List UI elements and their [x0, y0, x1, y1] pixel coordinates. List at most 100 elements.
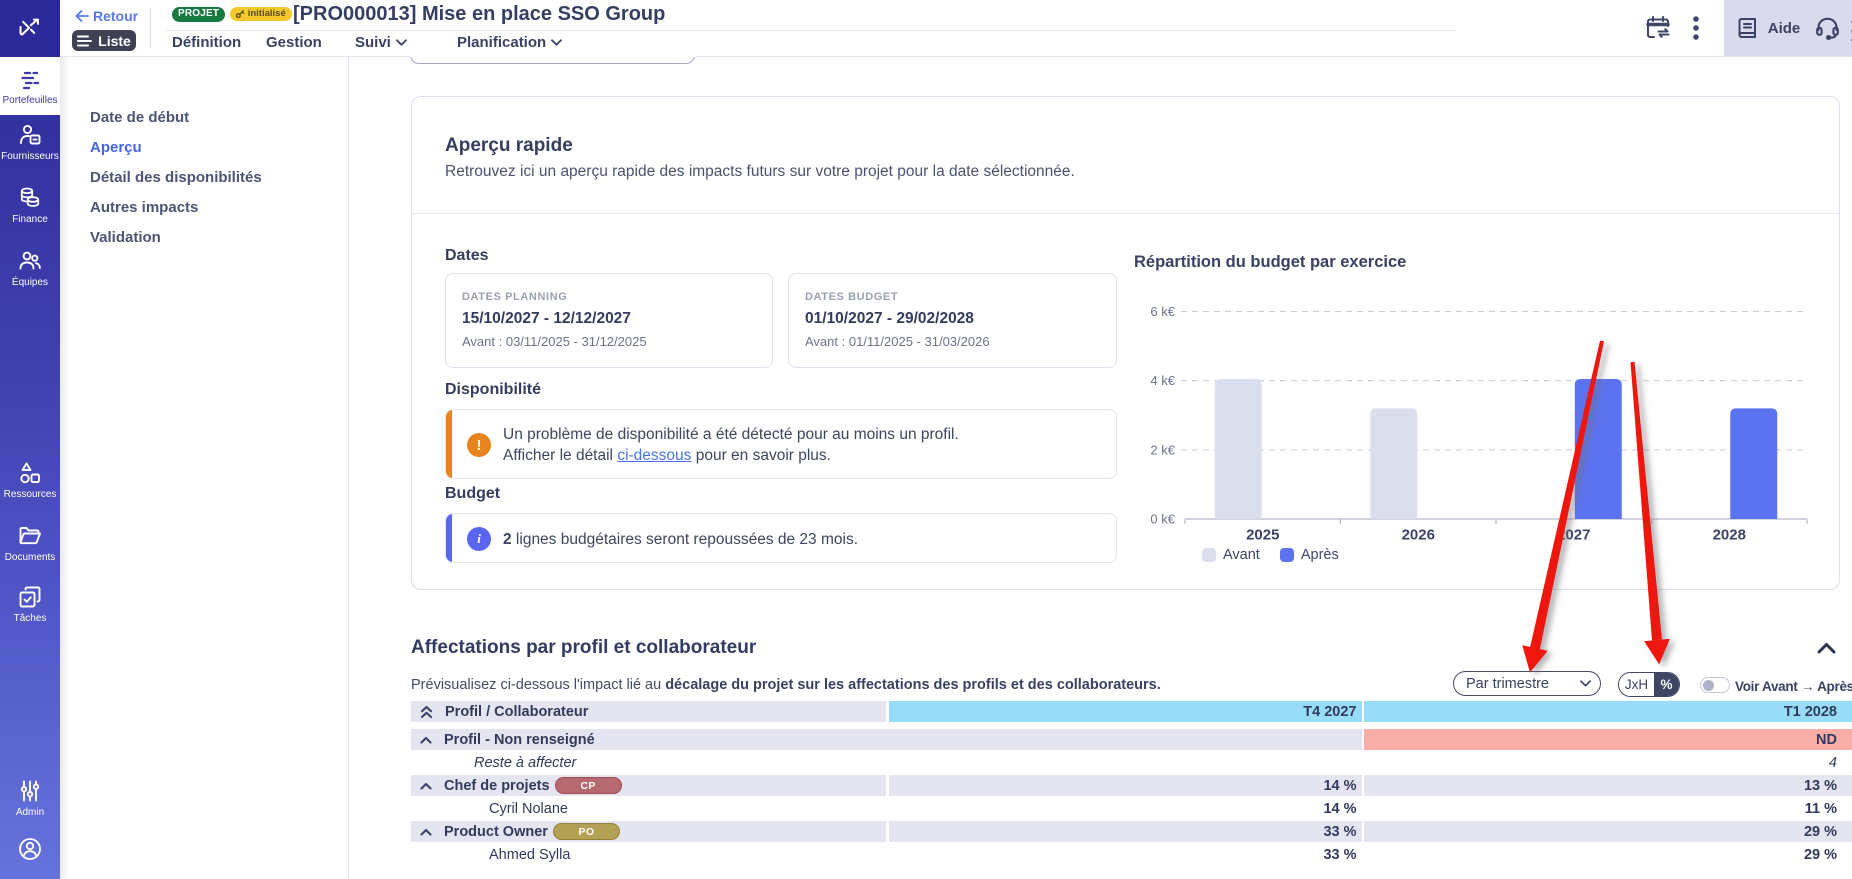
availability-alert: ! Un problème de disponibilité a été dét…	[445, 409, 1117, 479]
legend-item-apres: Après	[1279, 547, 1339, 563]
table-row-profil-non-renseigne: Profil - Non renseigné ND	[411, 729, 1852, 750]
person-cell: Ahmed Sylla	[489, 846, 571, 863]
tab-planification[interactable]: Planification	[457, 34, 563, 51]
sidebar-item-label: Tâches	[13, 613, 47, 624]
table-row-product-owner: Product Owner PO 33 % 29 %	[411, 821, 1852, 842]
svg-text:2027: 2027	[1557, 527, 1590, 544]
arrow-left-icon	[75, 10, 89, 22]
subnav-item-detail-disponibilites[interactable]: Détail des disponibilités	[90, 169, 262, 186]
sidebar-item-finance[interactable]: Finance	[0, 185, 60, 225]
subnav-item-autres-impacts[interactable]: Autres impacts	[90, 199, 199, 216]
table-row-ahmed-sylla: Ahmed Sylla 33 % 29 %	[411, 844, 1852, 865]
more-options-button[interactable]	[1692, 14, 1700, 49]
app-logo[interactable]	[0, 0, 60, 57]
switch-label: Voir Avant → Après	[1735, 678, 1852, 694]
value-cell: 4	[1828, 754, 1837, 771]
subnav-item-date-de-debut[interactable]: Date de début	[90, 109, 190, 126]
svg-text:2 k€: 2 k€	[1150, 442, 1175, 457]
key-icon	[236, 10, 245, 19]
profile-badge-cp: CP	[554, 777, 622, 794]
table-row-cyril-nolane: Cyril Nolane 14 % 11 %	[411, 798, 1852, 819]
unit-option-jxh[interactable]: JxH	[1619, 673, 1654, 696]
period-select[interactable]: Par trimestre	[1453, 671, 1601, 696]
chevron-up-icon[interactable]	[420, 828, 432, 836]
value-cell: 13 %	[1364, 775, 1852, 796]
dates-budget-before: Avant : 01/11/2025 - 31/03/2026	[805, 334, 990, 349]
chevron-down-icon	[395, 39, 407, 46]
nd-cell: ND	[1364, 729, 1852, 750]
tab-definition[interactable]: Définition	[172, 34, 242, 51]
dates-heading: Dates	[445, 247, 489, 264]
alert-accent-bar	[446, 514, 452, 562]
top-header: Retour Liste PROJET initialisé	[60, 0, 1852, 57]
label-cell: Reste à affecter	[474, 754, 577, 771]
person-cell: Cyril Nolane	[489, 800, 568, 817]
before-after-switch[interactable]	[1700, 677, 1730, 693]
group-cell[interactable]: Chef de projets CP	[411, 775, 886, 796]
cropped-date-control[interactable]	[410, 57, 695, 64]
sidebar-item-taches[interactable]: Tâches	[0, 584, 60, 624]
project-type-badge: PROJET	[172, 6, 226, 22]
tab-gestion[interactable]: Gestion	[266, 34, 322, 51]
tasks-icon	[19, 586, 41, 608]
help-button[interactable]: Aide	[1724, 0, 1852, 56]
ci-dessous-link[interactable]: ci-dessous	[617, 447, 692, 464]
group-cell[interactable]: Profil - Non renseigné	[411, 729, 1362, 750]
value-cell: 29 %	[1803, 846, 1837, 863]
admin-icon	[20, 780, 40, 802]
legend-item-avant: Avant	[1202, 547, 1260, 563]
header-cell-t4-2027: T4 2027	[888, 701, 1362, 722]
group-cell[interactable]: Product Owner PO	[411, 821, 886, 842]
sidebar-item-portefeuilles[interactable]: Portefeuilles	[0, 57, 60, 115]
header-cell-profil[interactable]: Profil / Collaborateur	[411, 701, 886, 722]
budget-alert: i 2 lignes budgétaires seront repoussées…	[445, 513, 1117, 563]
teams-icon	[19, 251, 41, 270]
double-chevron-up-icon[interactable]	[420, 705, 433, 719]
availability-text: Un problème de disponibilité a été détec…	[503, 426, 959, 464]
chart-title: Répartition du budget par exercice	[1134, 253, 1407, 271]
project-tabs: Définition Gestion Suivi Planification	[60, 34, 1852, 54]
overview-card: Aperçu rapide Retrouvez ici un aperçu ra…	[411, 96, 1840, 590]
svg-text:0 k€: 0 k€	[1150, 512, 1175, 527]
period-select-value: Par trimestre	[1466, 675, 1549, 692]
help-label: Aide	[1767, 19, 1801, 37]
unit-option-percent[interactable]: %	[1654, 673, 1679, 696]
tab-suivi[interactable]: Suivi	[355, 34, 407, 51]
dates-budget-label: DATES BUDGET	[805, 291, 899, 303]
chevron-up-icon[interactable]	[420, 782, 432, 790]
budget-text: 2 lignes budgétaires seront repoussées d…	[503, 531, 858, 548]
sidebar-item-documents[interactable]: Documents	[0, 523, 60, 563]
value-cell: 14 %	[888, 775, 1362, 796]
unit-toggle: JxH %	[1618, 672, 1680, 697]
calendar-sync-button[interactable]	[1644, 13, 1674, 48]
legend-swatch-apres	[1279, 548, 1294, 562]
svg-text:4 k€: 4 k€	[1150, 373, 1175, 388]
sidebar-item-admin[interactable]: Admin	[0, 778, 60, 818]
warning-icon: !	[467, 433, 491, 457]
sidebar-item-label: Documents	[4, 552, 56, 563]
table-row-reste-a-affecter: Reste à affecter 4	[411, 752, 1852, 773]
value-cell: 33 %	[888, 821, 1362, 842]
sidebar-item-ressources[interactable]: Ressources	[0, 460, 60, 500]
svg-text:2028: 2028	[1713, 527, 1746, 544]
assignments-subtitle: Prévisualisez ci-dessous l'impact lié au…	[411, 677, 1161, 693]
value-cell	[889, 752, 1362, 773]
svg-text:2026: 2026	[1402, 527, 1435, 544]
sidebar-item-fournisseurs[interactable]: Fournisseurs	[0, 122, 60, 162]
sidebar-item-equipes[interactable]: Équipes	[0, 248, 60, 288]
info-icon: i	[467, 527, 491, 551]
collapse-section-button[interactable]	[1817, 641, 1836, 659]
value-cell: 11 %	[1804, 800, 1837, 817]
overview-title: Aperçu rapide	[445, 135, 573, 156]
suppliers-icon	[20, 124, 41, 145]
sidebar-item-label: Admin	[15, 807, 45, 818]
subnav-item-apercu[interactable]: Aperçu	[90, 139, 142, 156]
list-view-button[interactable]: Liste	[72, 30, 136, 51]
dates-planning-box: DATES PLANNING 15/10/2027 - 12/12/2027 A…	[445, 273, 773, 368]
chevron-up-icon[interactable]	[420, 736, 432, 744]
subnav-item-validation[interactable]: Validation	[90, 229, 161, 246]
budget-bar-chart: 0 k€ 2 k€ 4 k€ 6 k€ 2025 2026 2027 2028	[1150, 304, 1808, 544]
back-link[interactable]: Retour	[75, 8, 138, 24]
page-title: [PRO000013] Mise en place SSO Group	[293, 3, 666, 25]
sidebar-user-avatar[interactable]	[0, 836, 60, 862]
